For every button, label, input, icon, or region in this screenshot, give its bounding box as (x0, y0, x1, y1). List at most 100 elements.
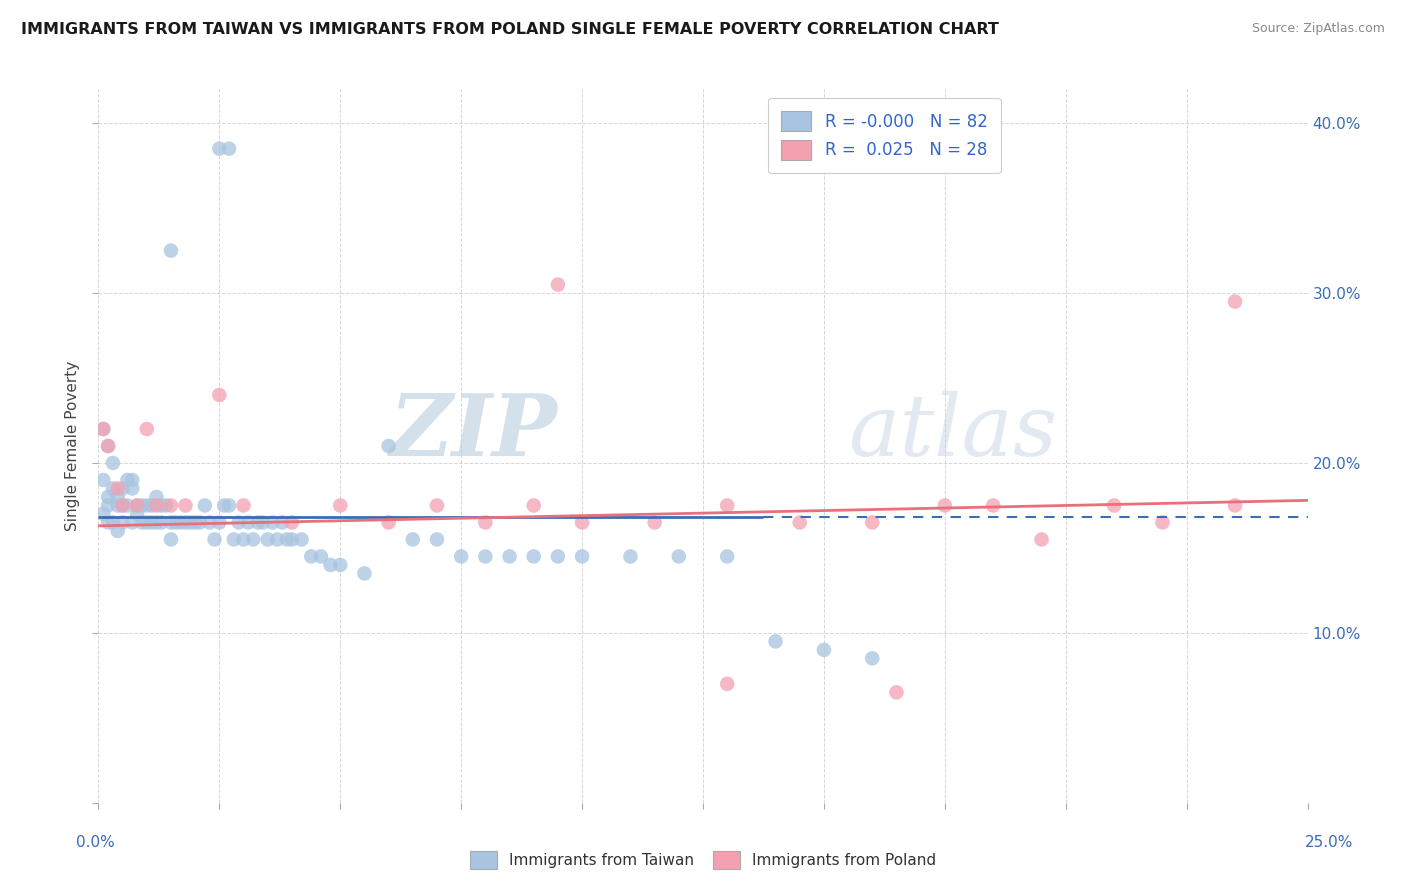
Point (91, 507, 114, 521)
Point (150, 516, 173, 530)
Point (160, 533, 183, 547)
Point (145, 499, 167, 513)
Point (160, 499, 183, 513)
Point (426, 533, 449, 547)
Point (141, 516, 163, 530)
Point (111, 499, 134, 513)
Point (208, 516, 231, 530)
Point (299, 549, 322, 564)
Point (131, 499, 153, 513)
Point (208, 388, 231, 402)
Point (716, 677, 738, 691)
Point (256, 533, 278, 547)
Point (131, 516, 153, 530)
Point (117, 473, 139, 487)
Point (860, 651, 883, 665)
Point (329, 499, 352, 513)
Point (426, 499, 449, 513)
Point (547, 549, 569, 564)
Point (789, 516, 811, 530)
Point (194, 499, 217, 513)
Point (547, 277, 569, 292)
Legend: Immigrants from Taiwan, Immigrants from Poland: Immigrants from Taiwan, Immigrants from … (464, 845, 942, 875)
Point (155, 499, 177, 513)
Point (281, 533, 304, 547)
Point (107, 524, 129, 538)
Legend: R = -0.000   N = 82, R =  0.025   N = 28: R = -0.000 N = 82, R = 0.025 N = 28 (768, 97, 1001, 173)
Point (160, 244, 183, 258)
Point (329, 558, 352, 572)
Point (174, 516, 197, 530)
Point (402, 533, 425, 547)
Point (145, 516, 167, 530)
Text: ZIP: ZIP (389, 390, 558, 474)
Point (232, 533, 254, 547)
Point (238, 516, 260, 530)
Y-axis label: Single Female Poverty: Single Female Poverty (65, 361, 80, 531)
Point (262, 516, 284, 530)
Point (765, 634, 787, 648)
Point (107, 482, 129, 496)
Point (571, 516, 593, 530)
Point (252, 516, 274, 530)
Point (474, 549, 496, 564)
Point (184, 516, 207, 530)
Text: IMMIGRANTS FROM TAIWAN VS IMMIGRANTS FROM POLAND SINGLE FEMALE POVERTY CORRELATI: IMMIGRANTS FROM TAIWAN VS IMMIGRANTS FRO… (21, 22, 1000, 37)
Point (271, 516, 294, 530)
Point (1031, 533, 1053, 547)
Point (619, 549, 641, 564)
Point (97, 516, 120, 530)
Point (111, 499, 134, 513)
Point (377, 439, 399, 453)
Point (91, 473, 114, 487)
Point (208, 142, 231, 156)
Point (127, 499, 149, 513)
Point (91, 422, 114, 436)
Point (981, 499, 1004, 513)
Point (886, 685, 908, 699)
Point (450, 549, 472, 564)
Point (150, 499, 173, 513)
Point (188, 516, 211, 530)
Point (165, 516, 187, 530)
Point (266, 533, 288, 547)
Point (101, 482, 124, 496)
Point (290, 533, 312, 547)
Point (309, 549, 332, 564)
Point (377, 516, 399, 530)
Point (353, 566, 375, 581)
Point (668, 549, 690, 564)
Point (141, 499, 163, 513)
Point (218, 499, 240, 513)
Point (571, 549, 593, 564)
Point (101, 456, 124, 470)
Point (242, 533, 264, 547)
Point (222, 533, 245, 547)
Point (117, 499, 139, 513)
Point (232, 499, 254, 513)
Text: Source: ZipAtlas.com: Source: ZipAtlas.com (1251, 22, 1385, 36)
Point (247, 516, 270, 530)
Point (813, 643, 835, 657)
Point (204, 533, 226, 547)
Point (860, 516, 883, 530)
Point (97, 439, 120, 453)
Point (218, 142, 240, 156)
Point (135, 516, 157, 530)
Text: 0.0%: 0.0% (76, 836, 115, 850)
Point (228, 516, 250, 530)
Point (179, 516, 201, 530)
Point (135, 422, 157, 436)
Point (160, 516, 183, 530)
Point (276, 533, 298, 547)
Point (644, 516, 666, 530)
Point (111, 516, 134, 530)
Point (169, 516, 191, 530)
Point (174, 499, 197, 513)
Point (1223, 499, 1246, 513)
Point (107, 490, 129, 504)
Point (1223, 294, 1246, 309)
Point (934, 499, 956, 513)
Point (212, 499, 235, 513)
Point (97, 490, 120, 504)
